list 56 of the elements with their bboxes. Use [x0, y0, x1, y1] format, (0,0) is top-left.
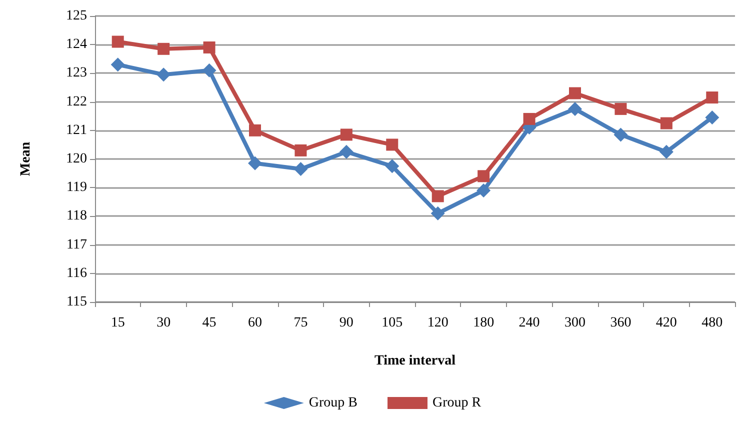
x-tick-label: 120 [427, 316, 448, 330]
point [659, 144, 674, 159]
legend-label: Group R [432, 396, 482, 410]
x-tick-label: 420 [656, 316, 677, 330]
x-tick-label: 90 [339, 316, 354, 330]
y-axis-title: Mean [18, 142, 34, 176]
point [294, 144, 307, 156]
x-tick-label: 15 [110, 316, 125, 330]
point [432, 190, 444, 202]
y-tick-label: 120 [66, 152, 87, 166]
y-tick-label: 119 [66, 180, 87, 196]
y-tick-label: 124 [66, 37, 87, 52]
point [430, 206, 445, 220]
point [706, 92, 718, 104]
point [614, 128, 628, 142]
y-tick-label: 123 [66, 66, 87, 81]
y-tick-label: 118 [66, 208, 87, 224]
y-tick-label: 116 [66, 266, 87, 281]
legend-label: Group B [308, 396, 358, 410]
point [660, 117, 672, 130]
point [568, 102, 582, 116]
x-tick-label: 75 [294, 316, 308, 330]
point [385, 159, 400, 174]
point [202, 63, 216, 78]
x-tick-label: 105 [382, 316, 403, 330]
x-tick-label: 360 [610, 316, 632, 330]
y-tick-label: 122 [66, 94, 87, 110]
point [569, 87, 581, 100]
x-tick-label: 300 [564, 316, 586, 330]
point [339, 144, 354, 159]
point [476, 183, 491, 198]
point [478, 170, 490, 182]
x-axis-title: Time interval [374, 354, 456, 368]
point [248, 156, 262, 170]
x-tick-label: 60 [248, 316, 262, 330]
y-tick-label: 117 [66, 237, 87, 252]
y-tick-label: 121 [66, 122, 87, 138]
point [614, 102, 627, 115]
point [294, 162, 308, 176]
x-tick-label: 240 [518, 316, 540, 330]
point [158, 42, 170, 55]
point [112, 36, 124, 48]
x-tick-label: 45 [202, 316, 216, 330]
point [203, 41, 216, 54]
point [156, 68, 171, 82]
point [110, 58, 125, 72]
point [523, 112, 536, 125]
point [340, 128, 352, 141]
point [249, 124, 261, 136]
x-tick-label: 30 [156, 316, 171, 330]
point [386, 138, 398, 151]
y-tick-label: 125 [66, 8, 87, 24]
point [705, 110, 720, 125]
x-tick-label: 480 [702, 316, 723, 330]
y-tick-label: 115 [66, 294, 87, 310]
x-tick-label: 180 [473, 316, 494, 330]
